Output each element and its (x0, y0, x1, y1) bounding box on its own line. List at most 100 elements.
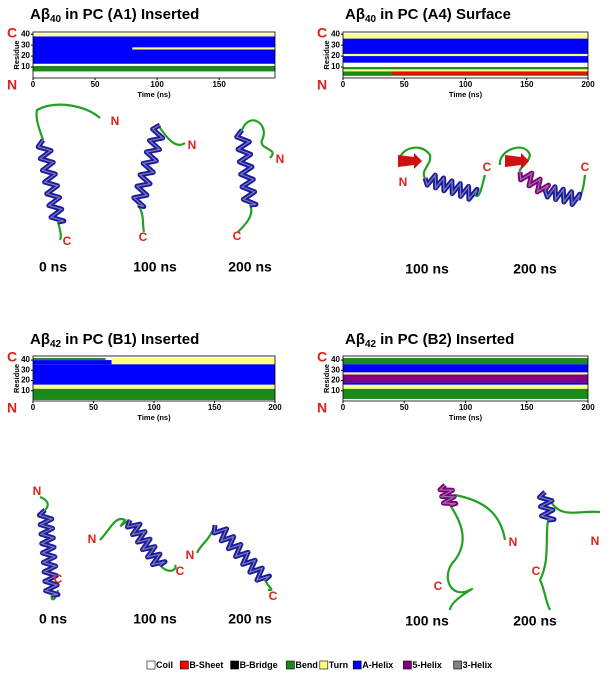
n-terminus: N (186, 548, 195, 562)
coil (39, 495, 49, 511)
x-tick-label: 100 (459, 80, 473, 89)
coil (237, 204, 253, 233)
structure-band (33, 364, 275, 385)
legend-swatch (403, 660, 412, 670)
y-tick-label: 10 (21, 386, 30, 395)
structure-band (33, 34, 275, 37)
x-tick-label: 150 (520, 403, 534, 412)
coil (538, 519, 551, 611)
x-tick-label: 0 (31, 403, 36, 412)
snapshot-time: 200 ns (228, 259, 272, 275)
x-tick-label: 200 (268, 403, 282, 412)
panel-title: Aβ42 in PC (B1) Inserted (30, 331, 199, 350)
legend-label: Bend (295, 660, 318, 670)
coil (159, 127, 186, 146)
panel-title: Aβ40 in PC (A4) Surface (345, 6, 511, 25)
helix-edge (544, 185, 581, 207)
terminal-top: C (7, 349, 17, 365)
coil (446, 504, 474, 611)
y-tick-label: 10 (21, 62, 30, 71)
terminal-bottom: N (317, 77, 327, 93)
helix-edge (424, 173, 478, 201)
n-terminus: N (591, 534, 600, 548)
helix-edge (132, 124, 164, 208)
terminal-bottom: N (7, 400, 17, 416)
x-tick-label: 50 (400, 80, 409, 89)
structure-band (343, 374, 588, 383)
x-axis-label: Time (ns) (449, 90, 483, 99)
snapshot-time: 0 ns (39, 611, 67, 627)
snapshot-time: 100 ns (133, 611, 177, 627)
y-tick-label: 30 (331, 40, 340, 49)
terminal-bottom: N (317, 400, 327, 416)
coil (549, 499, 601, 514)
terminal-bottom: N (7, 77, 17, 93)
legend-label: B-Sheet (189, 660, 223, 670)
snapshot-time: 100 ns (405, 261, 449, 277)
c-terminus: C (139, 230, 148, 244)
c-terminus: C (63, 234, 72, 248)
x-tick-label: 50 (89, 403, 98, 412)
helix (125, 519, 168, 568)
c-terminus: C (176, 564, 185, 578)
terminal-top: C (7, 25, 17, 41)
structure-band (33, 384, 275, 389)
coil (240, 119, 274, 159)
coil (498, 146, 532, 173)
title-subscript: 40 (365, 14, 377, 25)
y-tick-label: 40 (21, 29, 30, 38)
title-rest: in PC (B2) Inserted (380, 331, 514, 348)
panel-title: Aβ42 in PC (B2) Inserted (345, 331, 514, 350)
coil (398, 146, 432, 179)
coil (474, 174, 487, 198)
y-axis-label: Residue (12, 40, 21, 69)
c-terminus: C (233, 229, 242, 243)
coil (137, 204, 146, 233)
structure-band (111, 358, 276, 365)
y-tick-label: 40 (21, 355, 30, 364)
title-rest: in PC (A1) Inserted (65, 6, 199, 23)
structure-band (132, 47, 275, 50)
y-tick-label: 40 (331, 29, 340, 38)
legend-swatch (453, 660, 462, 670)
snapshot-time: 100 ns (133, 259, 177, 275)
x-tick-label: 0 (341, 80, 346, 89)
structure-band (343, 382, 588, 385)
y-axis-label: Residue (322, 364, 331, 393)
legend-swatch (146, 660, 156, 670)
y-axis-label: Residue (322, 40, 331, 69)
n-terminus: N (111, 114, 120, 128)
helix-edge (235, 129, 257, 206)
snapshot-time: 200 ns (228, 611, 272, 627)
structure-band (343, 38, 588, 63)
x-tick-label: 0 (31, 80, 36, 89)
n-terminus: N (33, 484, 42, 498)
title-subscript: 42 (365, 339, 377, 350)
helix-edge (126, 519, 166, 566)
structure-band (33, 36, 275, 64)
structure-band (343, 372, 588, 375)
helix-edge (213, 524, 270, 582)
legend-swatch (180, 660, 189, 670)
title-rest: in PC (B1) Inserted (65, 331, 199, 348)
y-tick-label: 30 (331, 365, 340, 374)
terminal-top: C (317, 349, 327, 365)
x-axis-label: Time (ns) (449, 413, 483, 422)
helix-edge (438, 484, 457, 506)
structure-band (392, 71, 588, 75)
snapshot-time: 200 ns (513, 261, 557, 277)
n-terminus: N (399, 175, 408, 189)
n-terminus: N (276, 152, 285, 166)
x-tick-label: 100 (150, 80, 164, 89)
x-axis-label: Time (ns) (137, 90, 171, 99)
c-terminus: C (532, 564, 541, 578)
n-terminus: N (88, 532, 97, 546)
x-tick-label: 200 (581, 80, 595, 89)
coil (56, 221, 62, 241)
structure-band (343, 53, 588, 57)
x-tick-label: 50 (91, 80, 100, 89)
terminal-top: C (317, 25, 327, 41)
x-tick-label: 200 (581, 403, 595, 412)
